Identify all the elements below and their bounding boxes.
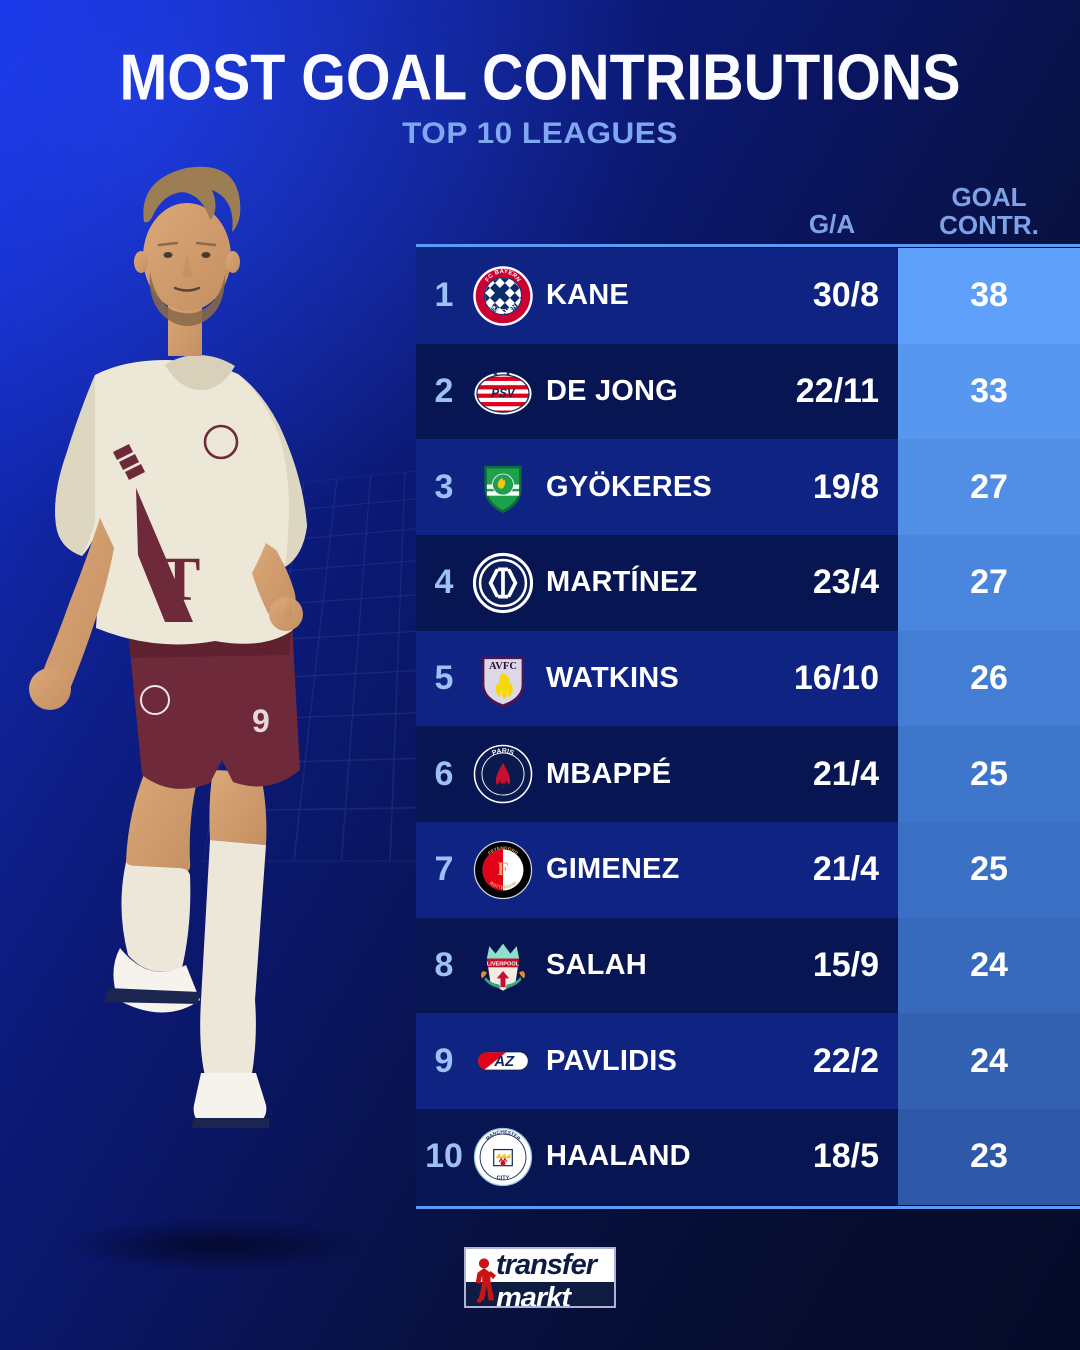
svg-text:9: 9 (252, 703, 270, 739)
svg-text:AVFC: AVFC (489, 661, 517, 672)
svg-text:PSV: PSV (491, 388, 516, 401)
svg-text:LIVERPOOL: LIVERPOOL (487, 961, 520, 967)
svg-text:F: F (497, 859, 508, 880)
svg-text:T: T (159, 546, 200, 614)
svg-text:AZ: AZ (493, 1054, 515, 1070)
svg-text:CITY: CITY (497, 1175, 510, 1181)
svg-text:SCP: SCP (497, 459, 510, 466)
